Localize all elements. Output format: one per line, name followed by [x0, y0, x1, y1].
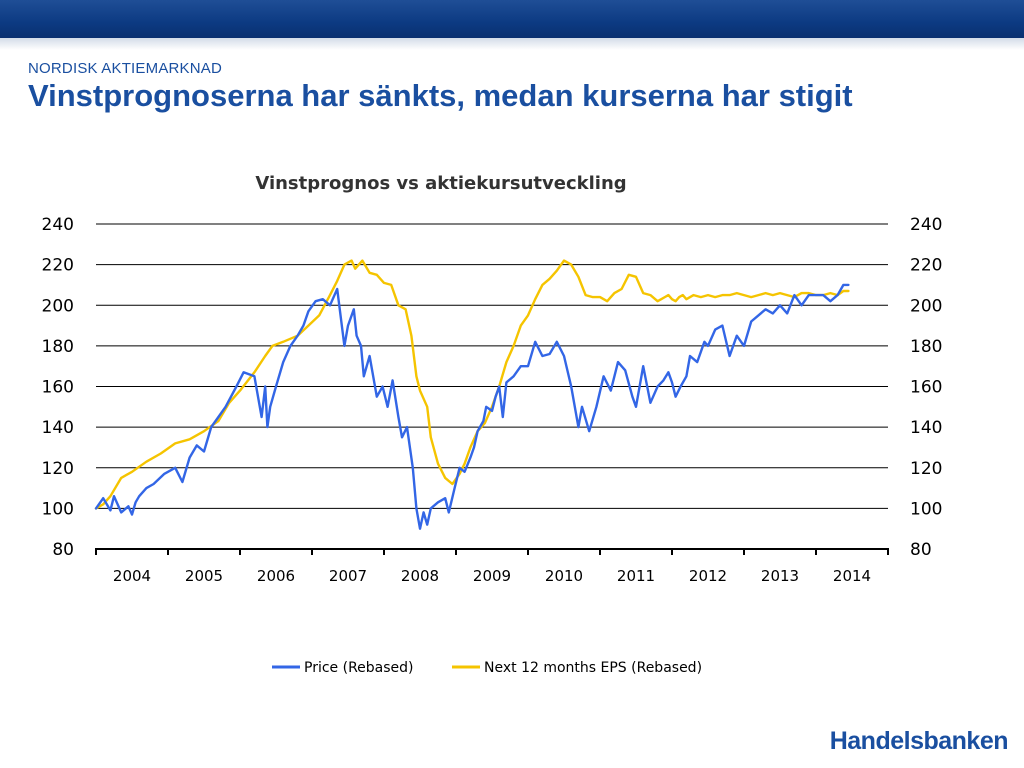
y-tick-label-right: 220 — [910, 256, 942, 276]
legend-entry-price-label: Price (Rebased) — [304, 660, 414, 676]
x-tick-label: 2013 — [761, 567, 799, 585]
chart-title: Vinstprognos vs aktiekursutveckling — [255, 173, 626, 194]
y-tick-label-left: 240 — [42, 215, 74, 235]
x-tick-label: 2014 — [833, 567, 871, 585]
y-tick-label-left: 160 — [42, 378, 74, 398]
top-banner — [0, 0, 1024, 38]
x-tick-label: 2006 — [257, 567, 295, 585]
y-tick-label-left: 200 — [42, 296, 74, 316]
chart-series — [94, 259, 850, 530]
slide-title: Vinstprognoserna har sänkts, medan kurse… — [28, 78, 853, 113]
x-tick-label: 2007 — [329, 567, 367, 585]
x-tick-label: 2009 — [473, 567, 511, 585]
x-tick-label: 2004 — [113, 567, 151, 585]
legend-entry-eps-label: Next 12 months EPS (Rebased) — [484, 660, 702, 676]
price-series-line — [94, 283, 850, 530]
x-tick-label: 2008 — [401, 567, 439, 585]
y-tick-label-left: 100 — [42, 499, 74, 519]
y-tick-label-right: 160 — [910, 378, 942, 398]
top-banner-shadow — [0, 38, 1024, 50]
y-tick-label-right: 80 — [910, 540, 932, 560]
section-label: NORDISK AKTIEMARKNAD — [28, 60, 223, 77]
eps-series-line — [94, 259, 850, 510]
x-tick-label: 2012 — [689, 567, 727, 585]
y-tick-label-left: 80 — [52, 540, 74, 560]
handelsbanken-logo: Handelsbanken — [829, 727, 1009, 755]
y-tick-label-left: 220 — [42, 256, 74, 276]
y-tick-label-left: 140 — [42, 418, 74, 438]
chart-legend: Price (Rebased) Next 12 months EPS (Rebas… — [272, 660, 702, 676]
chart-gridlines — [96, 223, 888, 509]
y-tick-label-left: 180 — [42, 337, 74, 357]
y-axis-right: 80 100 120 140 160 180 200 220 240 — [910, 215, 942, 560]
x-tick-label: 2011 — [617, 567, 655, 585]
y-tick-label-left: 120 — [42, 459, 74, 479]
y-tick-label-right: 120 — [910, 459, 942, 479]
y-axis-left: 80 100 120 140 160 180 200 220 240 — [42, 215, 74, 560]
x-tick-label: 2010 — [545, 567, 583, 585]
x-tick-label: 2005 — [185, 567, 223, 585]
y-tick-label-right: 240 — [910, 215, 942, 235]
y-tick-label-right: 200 — [910, 296, 942, 316]
y-tick-label-right: 180 — [910, 337, 942, 357]
x-axis: 2004 2005 2006 2007 2008 2009 2010 2011 2012 2013… — [95, 548, 889, 585]
y-tick-label-right: 140 — [910, 418, 942, 438]
y-tick-label-right: 100 — [910, 499, 942, 519]
